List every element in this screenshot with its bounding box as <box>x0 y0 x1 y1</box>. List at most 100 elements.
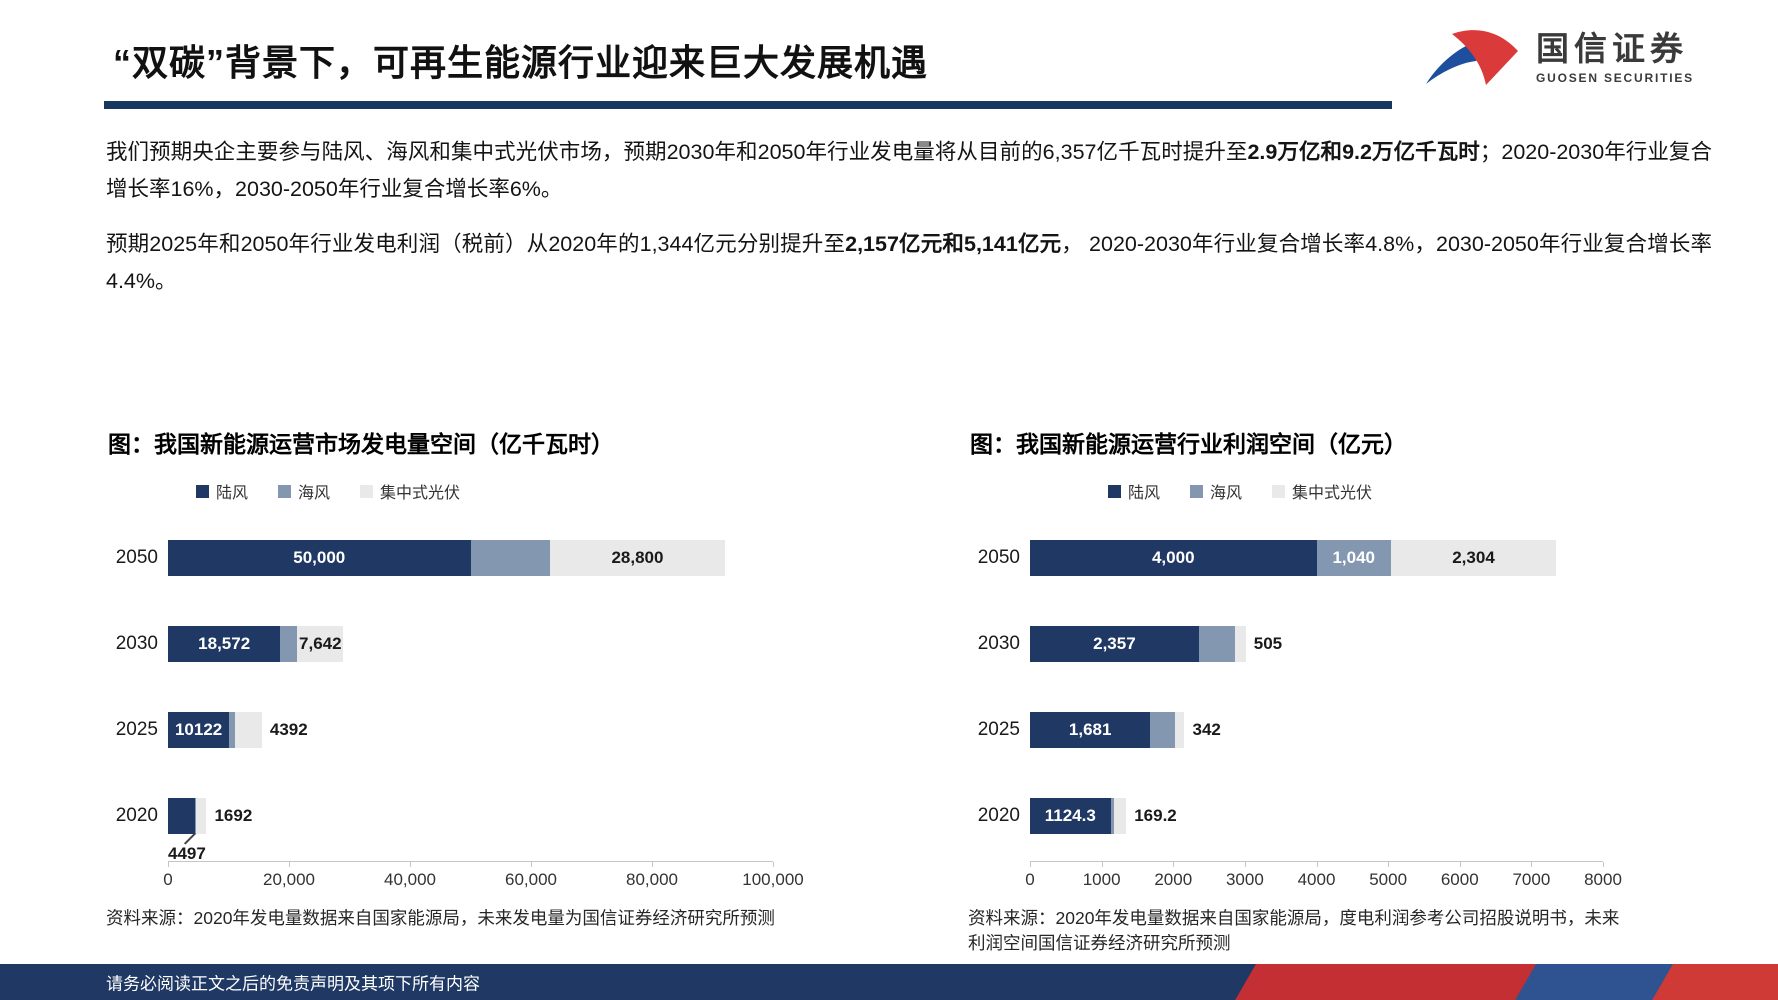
logo-name: 国信证券 <box>1536 29 1688 67</box>
bar-row: 2025 10122 4392 <box>106 687 846 773</box>
bar-row: 2025 1,681 342 <box>968 687 1668 773</box>
axis-tick-label: 100,000 <box>742 870 804 889</box>
bar-row: 2030 2,357 505 <box>968 601 1668 687</box>
axis-tickmark <box>773 862 774 867</box>
chart-axis: 0 20,000 40,000 60,000 80,000 100,000 <box>163 861 804 894</box>
footer: 请务必阅读正文之后的免责声明及其项下所有内容 <box>0 964 1778 1000</box>
category-label: 2050 <box>115 547 158 568</box>
axis-tick-label: 3000 <box>1225 870 1264 889</box>
guosen-logo-icon <box>1422 26 1522 90</box>
bar-segment-集中式光伏 <box>1174 712 1185 748</box>
bar-segment-集中式光伏 <box>297 626 344 662</box>
axis-tickmark <box>1101 862 1103 867</box>
legend-swatch <box>278 484 292 498</box>
bar-segment-海风 <box>195 798 197 834</box>
legend-label: 海风 <box>1210 485 1243 502</box>
legend-item: 陆风 <box>1108 479 1160 503</box>
bar-track: 1,681 342 <box>1030 712 1603 748</box>
legend-label: 集中式光伏 <box>380 485 461 502</box>
legend-item: 集中式光伏 <box>1272 479 1372 503</box>
bar-track: 2,357 505 <box>1030 626 1603 662</box>
axis-tickmark <box>410 862 411 867</box>
paragraph-profit: 预期2025年和2050年行业发电利润（税前）从2020年的1,344亿元分别提… <box>106 226 1712 300</box>
text-run: ， 2020-2030年行业复合增长率4.8%，2030-2050年行业复合增长… <box>106 232 1713 293</box>
disclaimer-text: 请务必阅读正文之后的免责声明及其项下所有内容 <box>106 974 480 994</box>
bar-segment-集中式光伏 <box>550 540 725 576</box>
chart-axis: 0 1000 2000 3000 4000 5000 6000 7000 8000 <box>1025 861 1622 894</box>
axis-tickmark <box>531 862 532 867</box>
bar-segment-陆风 <box>1030 798 1111 834</box>
value-label: 1,040 <box>1332 548 1376 567</box>
axis-tick-label: 1000 <box>1082 870 1121 889</box>
axis-tickmark <box>1244 862 1246 867</box>
legend-swatch <box>360 484 374 498</box>
legend-item: 陆风 <box>196 479 248 503</box>
value-label: 28,800 <box>611 548 664 567</box>
axis-tick-label: 80,000 <box>626 870 678 889</box>
legend-item: 海风 <box>1190 479 1242 503</box>
axis-tick-label: 40,000 <box>384 870 436 889</box>
chart-rows: 2050 4,000 1,040 2,304 2030 2,357 505 2025 1,681… <box>968 515 1668 859</box>
bar-track: 50,000 28,800 <box>168 540 773 576</box>
bar-segment-海风 <box>1150 712 1175 748</box>
legend-item: 海风 <box>278 479 330 503</box>
bar-row: 2030 18,572 7,642 <box>106 601 846 687</box>
bar-segment-海风 <box>229 712 236 748</box>
category-label: 2020 <box>977 805 1020 826</box>
logo-text: 国信证券 GUOSEN SECURITIES <box>1536 29 1694 86</box>
text-run-bold: 2.9万亿和9.2万亿千瓦时 <box>1247 140 1480 164</box>
chart-legend: 陆风 海风 集中式光伏 <box>1030 479 1668 503</box>
value-label: 7,642 <box>299 634 342 653</box>
legend-item: 集中式光伏 <box>360 479 460 503</box>
paragraph-generation: 我们预期央企主要参与陆风、海风和集中式光伏市场，预期2030年和2050年行业发… <box>106 134 1712 208</box>
axis-tickmark <box>1030 862 1031 867</box>
value-label: 505 <box>1253 634 1283 653</box>
axis-tick-label: 5000 <box>1369 870 1408 889</box>
text-run: 我们预期央企主要参与陆风、海风和集中式光伏市场，预期2030年和2050年行业发… <box>106 140 1248 164</box>
value-label: 4,000 <box>1151 548 1195 567</box>
bar-segment-集中式光伏 <box>196 798 207 834</box>
text-run: ；2020-2030年行业复合增长率16%，2030-2050年行业复合增长率6… <box>106 140 1712 201</box>
category-label: 2050 <box>977 547 1020 568</box>
bar-track: 1124.3 169.2 <box>1030 798 1603 834</box>
legend-label: 海风 <box>298 485 331 502</box>
chart-legend: 陆风 海风 集中式光伏 <box>168 479 846 503</box>
axis-tick-label: 6000 <box>1440 870 1479 889</box>
bar-row: 2020 1124.3 169.2 <box>968 773 1668 859</box>
axis-tickmark <box>168 862 169 867</box>
category-label: 2020 <box>115 805 158 826</box>
axis-tick-label: 0 <box>1025 870 1035 889</box>
bar-segment-陆风 <box>1030 540 1317 576</box>
legend-swatch <box>196 484 209 498</box>
bar-segment-集中式光伏 <box>235 712 262 748</box>
bar-segment-海风 <box>470 540 551 576</box>
axis-tickmark <box>289 862 290 867</box>
legend-swatch <box>1108 484 1121 498</box>
generation-chart: 图：我国新能源运营市场发电量空间（亿千瓦时） 陆风 海风 集中式光伏 2050 50,… <box>106 425 846 931</box>
title-underline <box>104 101 1392 109</box>
value-label: 2,304 <box>1452 548 1495 567</box>
logo-subtitle: GUOSEN SECURITIES <box>1536 71 1694 86</box>
axis-tick-label: 4000 <box>1297 870 1336 889</box>
bar-row: 2020 4497 1692 <box>106 773 846 863</box>
bar-track: 10122 4392 <box>168 712 773 748</box>
value-label: 1692 <box>214 806 253 825</box>
bar-segment-海风 <box>1316 540 1391 576</box>
page-title: “双碳”背景下，可再生能源行业迎来巨大发展机遇 <box>113 42 929 83</box>
value-label: 2,357 <box>1093 634 1136 653</box>
value-label: 4392 <box>269 720 308 739</box>
legend-label: 陆风 <box>1128 485 1161 502</box>
bar-segment-陆风 <box>1030 712 1151 748</box>
bar-segment-海风 <box>280 626 298 662</box>
axis-tickmark <box>1603 862 1604 867</box>
bar-segment-海风 <box>1110 798 1115 834</box>
axis-tickmark <box>652 862 653 867</box>
axis-tick-label: 0 <box>163 870 173 889</box>
bar-segment-陆风 <box>168 712 230 748</box>
bar-segment-集中式光伏 <box>1234 626 1246 662</box>
profit-chart: 图：我国新能源运营行业利润空间（亿元） 陆风 海风 集中式光伏 2050 4,000 1… <box>968 425 1668 957</box>
category-label: 2030 <box>115 633 158 654</box>
axis-tick-label: 7000 <box>1512 870 1551 889</box>
value-label: 50,000 <box>293 548 346 567</box>
